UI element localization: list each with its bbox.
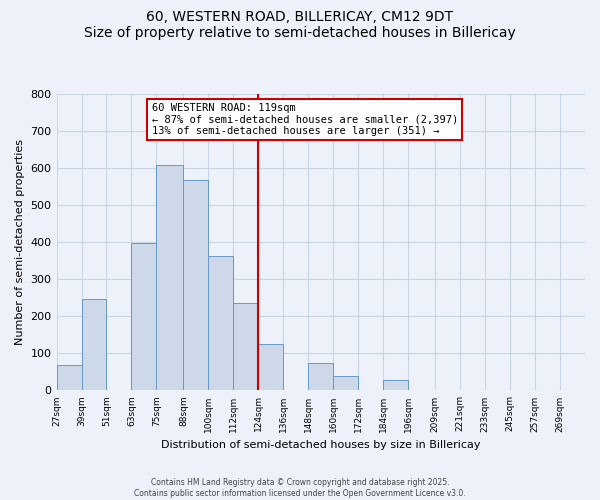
Text: 60, WESTERN ROAD, BILLERICAY, CM12 9DT
Size of property relative to semi-detache: 60, WESTERN ROAD, BILLERICAY, CM12 9DT S… [84,10,516,40]
Bar [259,344,283,391]
Bar [82,298,106,390]
Y-axis label: Number of semi-detached properties: Number of semi-detached properties [15,140,25,346]
Bar [233,302,259,390]
Bar [157,164,184,390]
Bar [208,256,233,390]
X-axis label: Distribution of semi-detached houses by size in Billericay: Distribution of semi-detached houses by … [161,440,481,450]
Text: 60 WESTERN ROAD: 119sqm
← 87% of semi-detached houses are smaller (2,397)
13% of: 60 WESTERN ROAD: 119sqm ← 87% of semi-de… [152,103,458,136]
Bar [383,380,408,390]
Bar [131,244,157,390]
Bar [333,376,358,390]
Bar [308,362,333,390]
Bar [56,364,82,390]
Bar [184,180,208,390]
Text: Contains HM Land Registry data © Crown copyright and database right 2025.
Contai: Contains HM Land Registry data © Crown c… [134,478,466,498]
